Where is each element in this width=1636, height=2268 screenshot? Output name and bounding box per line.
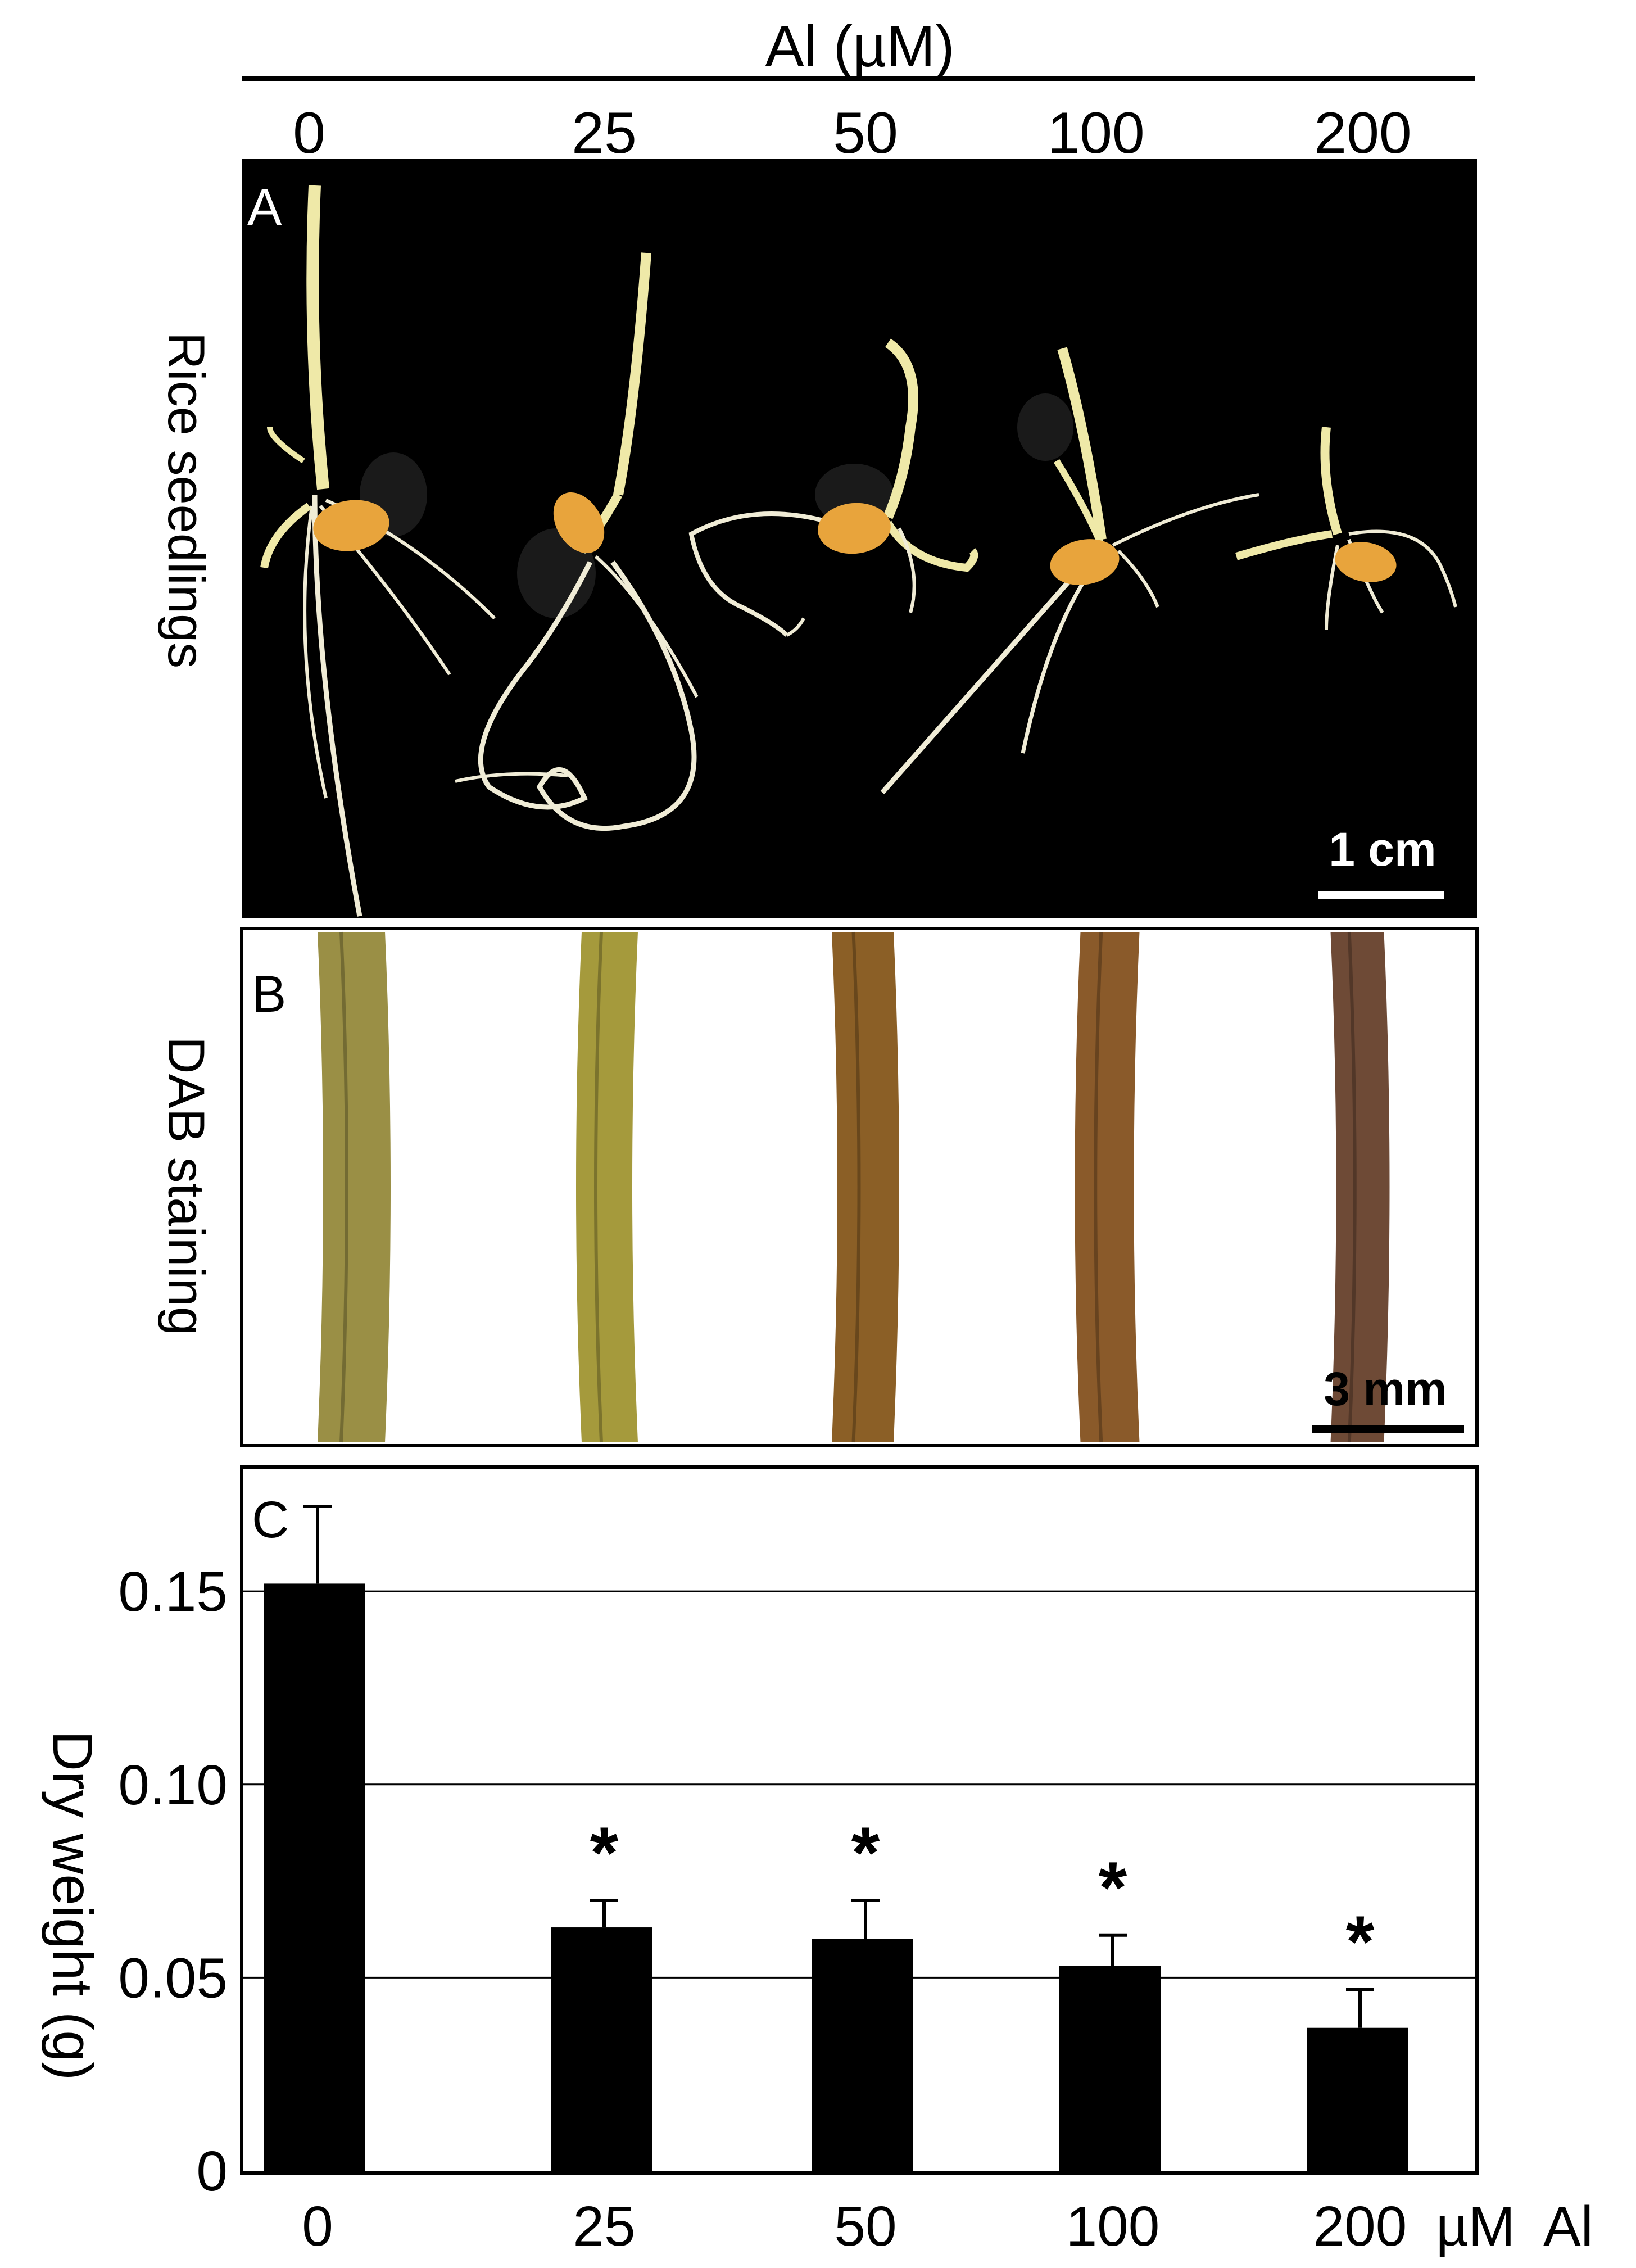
panel-b-letter: B	[252, 966, 286, 1023]
root-vein-200	[1347, 931, 1357, 1443]
stained-root-25	[576, 932, 638, 1442]
bar-200	[1307, 2027, 1408, 2171]
bar-50	[812, 1939, 913, 2171]
x-tick-label-50: 50	[834, 2195, 896, 2258]
bar-100	[1059, 1966, 1161, 2171]
stained-root-200	[1330, 932, 1390, 1442]
panel-c: 0 0.05 0.10 0.15 0 * 25 * 50 * 100 * 200 C Dry weigh…	[41, 1465, 1593, 2258]
root-vein-0	[339, 931, 348, 1443]
stained-root-50	[832, 932, 899, 1442]
x-tick-label-100: 100	[1066, 2195, 1160, 2258]
header-tick-50: 50	[833, 101, 898, 166]
panel-a-side-label: Rice seedlings	[157, 332, 215, 668]
header-tick-100: 100	[1047, 101, 1145, 166]
root-vein-25	[594, 931, 603, 1443]
scale-bar-a	[1318, 891, 1444, 899]
scale-bar-b-label: 3 mm	[1324, 1362, 1447, 1415]
concentration-header: Al (µM)	[765, 14, 954, 79]
y-tick-label-0: 0	[196, 2140, 228, 2203]
x-axis-unit: µM Al	[1436, 2195, 1593, 2258]
scale-bar-a-label: 1 cm	[1329, 823, 1436, 876]
x-tick-label-0: 0	[302, 2195, 333, 2258]
x-tick-label-25: 25	[573, 2195, 635, 2258]
significance-marker-50: *	[851, 1812, 880, 1894]
panel-c-letter: C	[252, 1491, 289, 1549]
panel-a: A Rice seedlings 1 cm	[157, 159, 1477, 918]
header-tick-200: 200	[1314, 101, 1412, 166]
header-tick-25: 25	[572, 101, 637, 166]
seedling-200um	[1235, 427, 1457, 630]
seedling-100um	[880, 347, 1259, 794]
header-tick-labels: 0 25 50 100 200	[293, 101, 1412, 166]
y-tick-label-0.15: 0.15	[118, 1560, 228, 1623]
y-axis-label: Dry weight (g)	[41, 1731, 104, 2080]
y-tick-label-0.10: 0.10	[118, 1754, 228, 1817]
panel-b-side-label: DAB staining	[157, 1036, 215, 1336]
panel-b: B DAB staining 3 mm	[157, 927, 1479, 1447]
header-tick-0: 0	[293, 101, 325, 166]
dry-weight-chart: 0 0.05 0.10 0.15 0 * 25 * 50 * 100 * 200	[118, 1504, 1475, 2258]
y-tick-label-0.05: 0.05	[118, 1946, 228, 2009]
seedling-50um	[688, 338, 978, 637]
seedling-25um	[455, 252, 699, 831]
stained-root-100	[1075, 932, 1140, 1442]
scale-bar-b	[1312, 1425, 1464, 1433]
stained-root-0	[318, 932, 391, 1442]
bar-0	[264, 1583, 365, 2171]
x-tick-label-200: 200	[1313, 2195, 1407, 2258]
significance-marker-100: *	[1099, 1846, 1127, 1929]
significance-marker-200: *	[1346, 1900, 1375, 1982]
root-vein-100	[1094, 931, 1103, 1443]
seedlings-photo	[260, 185, 1457, 917]
significance-marker-25: *	[590, 1812, 619, 1894]
bar-25	[551, 1927, 652, 2171]
dab-stained-roots	[318, 931, 1390, 1443]
panel-a-letter: A	[247, 179, 282, 236]
seedling-0um	[260, 185, 496, 917]
root-vein-50	[851, 931, 861, 1443]
